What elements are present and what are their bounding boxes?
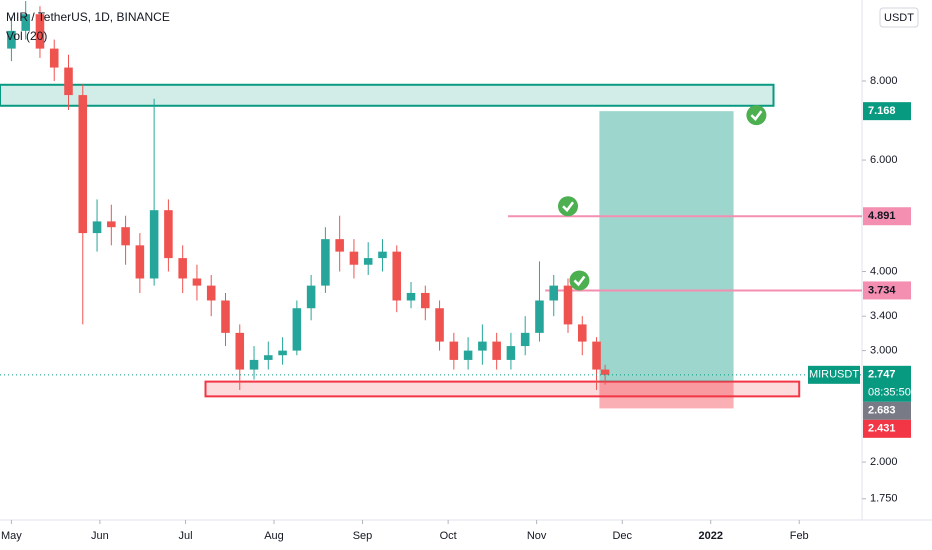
candle-body [92,221,102,234]
candle-body [49,48,59,68]
candle-body [363,258,373,265]
currency-button[interactable] [879,7,919,28]
candle-body [235,332,245,370]
candle-body [221,300,230,333]
candle-body [107,221,116,228]
price-tag [863,419,911,438]
check-target [746,105,767,126]
stop-area [599,381,734,409]
candle-body [435,308,444,342]
candle-body [406,292,416,301]
countdown: 08:35:50 [868,387,911,399]
plot [0,1,862,409]
x-tick-label: Aug [264,530,284,542]
y-tick-label: 3.400 [870,310,898,322]
x-tick-label: May [1,530,22,542]
candle-body [335,239,344,252]
price-tag-label: 7.168 [868,105,896,117]
candle-body [135,245,145,279]
candle-body [306,285,316,309]
zone [204,380,801,398]
candle-body [577,324,587,342]
candle-body [535,300,544,333]
y-tick-label: 2.000 [870,456,898,468]
chart-title: MIR / TetherUS, 1D, BINANCE [6,10,170,24]
candle-body [21,14,30,31]
price-tag [863,401,911,420]
check-line [569,270,590,291]
candle-body [563,285,573,325]
candle-body [520,332,530,347]
price-tag-label: 2.747 [868,369,896,381]
zone [0,83,775,107]
candle-body [378,251,387,259]
x-tick-label: Jun [91,530,109,542]
check-target-tick [750,110,763,122]
x-tick-label: Oct [440,530,457,542]
candle-body [249,359,259,370]
price-tag [863,365,911,402]
check-line-tick [573,275,586,287]
price-tag-label: 2.431 [868,423,896,435]
candle-body [7,30,16,49]
candle-body [35,14,45,49]
candle-body [192,278,202,286]
indicator-label: Vol (20) [6,29,47,43]
y-tick-label: 4.000 [870,265,898,277]
x-tick-label: Sep [353,530,373,542]
candle-body [78,95,88,234]
candle-body [492,341,501,360]
candle-body [592,341,601,370]
currency[interactable]: USDT [884,12,914,24]
price-tag [863,207,911,226]
y-tick-label: 1.750 [870,493,898,505]
candle-body [549,285,559,301]
price-tag [863,281,911,300]
symbol-tag [808,365,860,384]
candle-body [463,350,473,360]
y-tick-label: 6.000 [870,154,898,166]
y-tick-label: 3.000 [870,345,898,357]
candle-body [600,369,610,375]
price-tag-label: 3.734 [868,284,896,296]
target-area [599,111,734,382]
candle-body [349,251,359,265]
candle-body [121,227,130,246]
candle-body [478,341,487,351]
check-line [558,196,579,217]
x-tick-label: Feb [790,530,809,542]
candle-body [164,210,173,259]
candle-body [178,258,187,279]
candle-body [149,210,159,279]
x-tick-label: Dec [612,530,632,542]
price-tag-label: 4.891 [868,210,896,222]
candle-body [64,67,73,96]
check-line-tick [562,201,575,213]
candle-body [321,239,330,286]
candle-body [278,350,287,356]
x-tick-label: Nov [527,530,547,542]
candle-body [292,308,302,351]
candle-body [206,285,216,301]
symbol-label: MIRUSDT [809,369,859,381]
price-tag [863,102,911,121]
candle-body [421,292,430,309]
candle-body [392,251,402,301]
candle-body [449,341,459,360]
y-tick-label: 8.000 [870,75,898,87]
candle-body [506,346,516,360]
x-tick-label: 2022 [698,530,722,542]
price-tag-label: 2.683 [868,405,896,417]
x-tick-label: Jul [178,530,192,542]
candle-body [264,355,273,360]
